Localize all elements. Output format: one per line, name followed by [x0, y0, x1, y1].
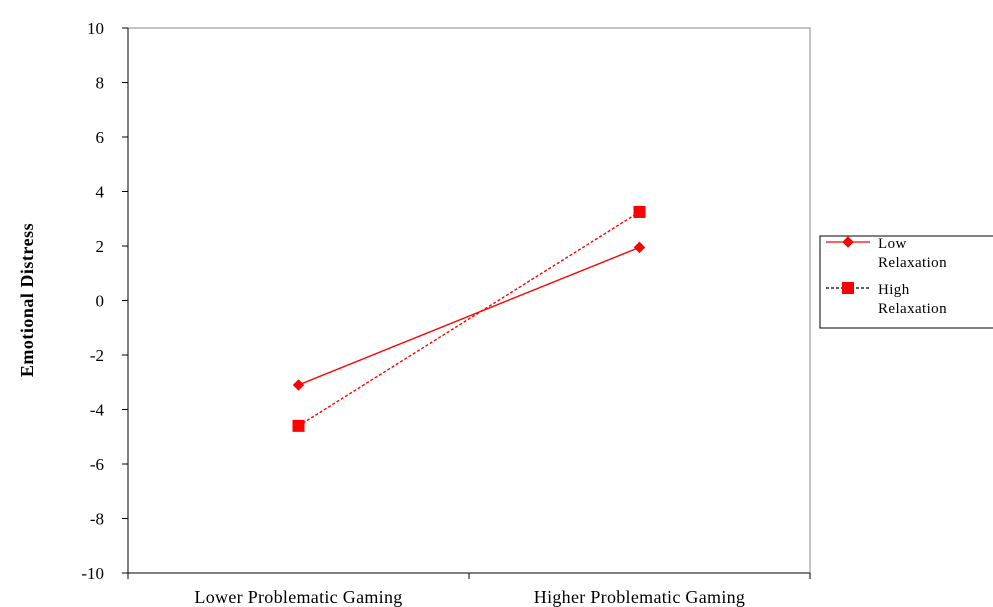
legend-item: High Relaxation	[826, 282, 947, 317]
y-axis-ticks: 10 8 6 4 2 0 -2 -4 -6 -8 -10	[81, 19, 128, 583]
series-layer	[292, 205, 646, 432]
legend-item: Low Relaxation	[826, 236, 947, 271]
plot-area-border	[127, 27, 811, 574]
legend-marker-square	[842, 282, 854, 294]
legend-label: High	[878, 282, 910, 298]
legend-label: Relaxation	[878, 255, 947, 271]
y-axis-title: Emotional Distress	[17, 223, 37, 377]
x-axis-ticks: Lower Problematic Gaming Higher Problemat…	[127, 573, 811, 607]
data-point-square	[633, 205, 646, 218]
y-tick-label: -4	[90, 401, 105, 420]
legend-marker-diamond	[842, 236, 854, 248]
y-tick-label: 10	[87, 19, 104, 38]
legend-label: Low	[878, 236, 907, 252]
y-tick-label: -6	[90, 455, 104, 474]
legend-label: Relaxation	[878, 301, 947, 317]
y-tick-label: 8	[96, 74, 105, 93]
series-high-relaxation	[292, 205, 646, 432]
y-tick-label: -10	[81, 564, 104, 583]
series-line	[298, 211, 640, 427]
series-low-relaxation	[292, 241, 646, 391]
y-tick-label: -2	[90, 346, 104, 365]
legend: Low Relaxation High Relaxation	[819, 235, 993, 329]
series-line	[298, 246, 640, 386]
y-tick-label: 6	[96, 128, 105, 147]
y-tick-label: 4	[96, 183, 105, 202]
y-tick-label: 2	[96, 237, 105, 256]
data-point-diamond	[633, 241, 646, 254]
data-point-square	[292, 419, 305, 432]
x-tick-label: Lower Problematic Gaming	[194, 587, 402, 607]
y-tick-label: 0	[96, 292, 105, 311]
data-point-diamond	[292, 379, 305, 391]
y-tick-label: -8	[90, 510, 104, 529]
x-tick-label: Higher Problematic Gaming	[534, 587, 745, 607]
